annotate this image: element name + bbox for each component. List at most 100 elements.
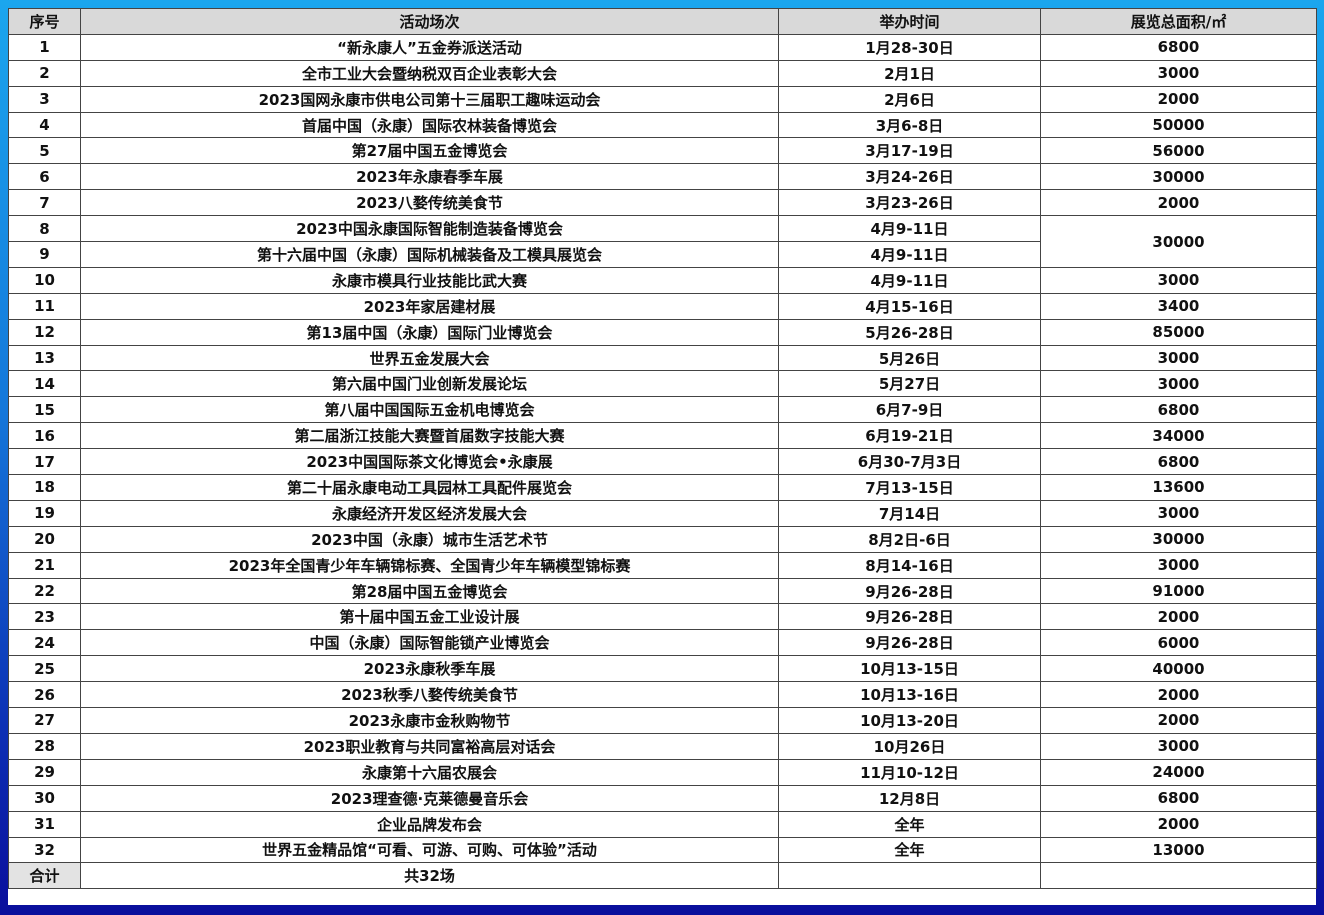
row-no: 11 [8,292,81,320]
row-area: 40000 [1040,655,1317,683]
events-table-container: 序号 活动场次 举办时间 展览总面积/㎡ 1 “新永康人”五金券派送活动 1月28-… [8,8,1317,905]
row-date: 3月24-26日 [778,163,1041,191]
row-event: 2023中国国际茶文化博览会•永康展 [80,448,779,476]
row-event: 第27届中国五金博览会 [80,137,779,165]
row-event: 2023年永康春季车展 [80,163,779,191]
header-area: 展览总面积/㎡ [1040,8,1317,35]
table-row: 22 第28届中国五金博览会 9月26-28日 91000 [8,577,1317,605]
row-no: 19 [8,499,81,527]
row-no: 25 [8,655,81,683]
row-event: 2023永康市金秋购物节 [80,707,779,734]
row-area: 3000 [1040,370,1317,398]
row-event: 2023国网永康市供电公司第十三届职工趣味运动会 [80,85,779,113]
row-area: 3000 [1040,344,1317,372]
row-date: 2月6日 [778,85,1041,113]
row-no: 4 [8,111,81,139]
row-area: 30000 [1040,525,1317,553]
table-row: 14 第六届中国门业创新发展论坛 5月27日 3000 [8,370,1317,398]
row-no: 29 [8,758,81,786]
row-date: 2月1日 [778,59,1041,87]
table-row: 2 全市工业大会暨纳税双百企业表彰大会 2月1日 3000 [8,59,1317,87]
row-no: 17 [8,448,81,476]
row-event: 永康经济开发区经济发展大会 [80,499,779,527]
row-event: 2023八婺传统美食节 [80,189,779,217]
row-area: 13000 [1040,836,1317,864]
row-date: 全年 [778,836,1041,864]
row-date: 4月15-16日 [778,292,1041,320]
row-event: 2023中国（永康）城市生活艺术节 [80,525,779,553]
row-event: 第十届中国五金工业设计展 [80,603,779,631]
row-area: 3000 [1040,499,1317,527]
table-row: 6 2023年永康春季车展 3月24-26日 30000 [8,163,1317,191]
row-no: 15 [8,396,81,424]
row-area: 85000 [1040,318,1317,346]
row-date: 4月9-11日 [778,241,1041,268]
row-event: 2023年家居建材展 [80,292,779,320]
row-area: 2000 [1040,85,1317,113]
row-date: 3月6-8日 [778,111,1041,139]
row-date: 5月26日 [778,344,1041,372]
row-no: 20 [8,525,81,553]
table-row: 19 永康经济开发区经济发展大会 7月14日 3000 [8,499,1317,527]
row-area: 24000 [1040,758,1317,786]
row-area: 3000 [1040,59,1317,87]
row-date: 7月13-15日 [778,474,1041,501]
row-event: 首届中国（永康）国际农林装备博览会 [80,111,779,139]
table-row: 25 2023永康秋季车展 10月13-15日 40000 [8,655,1317,683]
row-event: 永康市模具行业技能比武大赛 [80,266,779,294]
table-row: 12 第13届中国（永康）国际门业博览会 5月26-28日 85000 [8,318,1317,346]
row-area: 6800 [1040,784,1317,812]
row-date: 5月26-28日 [778,318,1041,346]
table-row: 24 中国（永康）国际智能锁产业博览会 9月26-28日 6000 [8,629,1317,657]
row-date: 10月26日 [778,732,1041,760]
table-row: 28 2023职业教育与共同富裕高层对话会 10月26日 3000 [8,732,1317,760]
table-row: 31 企业品牌发布会 全年 2000 [8,810,1317,838]
table-row: 27 2023永康市金秋购物节 10月13-20日 2000 [8,707,1317,734]
row-event: 2023理查德·克莱德曼音乐会 [80,784,779,812]
header-no: 序号 [8,8,81,35]
table-row: 26 2023秋季八婺传统美食节 10月13-16日 2000 [8,681,1317,709]
events-table: 序号 活动场次 举办时间 展览总面积/㎡ 1 “新永康人”五金券派送活动 1月28-… [8,8,1317,890]
row-date: 全年 [778,810,1041,838]
table-row: 21 2023年全国青少年车辆锦标赛、全国青少年车辆模型锦标赛 8月14-16日 30… [8,551,1317,579]
row-date: 8月14-16日 [778,551,1041,579]
table-row: 8 2023中国永康国际智能制造装备博览会 4月9-11日 30000 [8,215,1317,268]
row-area: 2000 [1040,810,1317,838]
row-no: 23 [8,603,81,631]
row-area: 3400 [1040,292,1317,320]
row-no: 3 [8,85,81,113]
table-row: 11 2023年家居建材展 4月15-16日 3400 [8,292,1317,320]
row-area: 13600 [1040,474,1317,501]
row-no: 24 [8,629,81,657]
table-row: 18 第二十届永康电动工具园林工具配件展览会 7月13-15日 13600 [8,474,1317,501]
row-no: 7 [8,189,81,217]
row-area: 30000 [1040,215,1317,268]
table-row: 1 “新永康人”五金券派送活动 1月28-30日 6800 [8,33,1317,61]
row-event: 2023职业教育与共同富裕高层对话会 [80,732,779,760]
row-date: 1月28-30日 [778,33,1041,61]
table-header-row: 序号 活动场次 举办时间 展览总面积/㎡ [8,8,1317,35]
table-row: 13 世界五金发展大会 5月26日 3000 [8,344,1317,372]
total-row: 合计 共32场 [8,862,1317,890]
row-no: 21 [8,551,81,579]
table-row: 4 首届中国（永康）国际农林装备博览会 3月6-8日 50000 [8,111,1317,139]
row-no: 14 [8,370,81,398]
row-date: 4月9-11日 [778,215,1041,243]
row-event: 2023年全国青少年车辆锦标赛、全国青少年车辆模型锦标赛 [80,551,779,579]
row-date: 10月13-20日 [778,707,1041,734]
total-label: 合计 [8,862,81,890]
row-no: 30 [8,784,81,812]
row-event: 2023永康秋季车展 [80,655,779,683]
row-no: 2 [8,59,81,87]
row-no: 6 [8,163,81,191]
row-date: 9月26-28日 [778,577,1041,605]
row-date: 12月8日 [778,784,1041,812]
row-event: 2023秋季八婺传统美食节 [80,681,779,709]
row-event: 第13届中国（永康）国际门业博览会 [80,318,779,346]
row-event: 企业品牌发布会 [80,810,779,838]
row-event: 第28届中国五金博览会 [80,577,779,605]
row-no: 32 [8,836,81,864]
row-area: 56000 [1040,137,1317,165]
row-area: 34000 [1040,422,1317,450]
row-event: 第二十届永康电动工具园林工具配件展览会 [80,474,779,501]
